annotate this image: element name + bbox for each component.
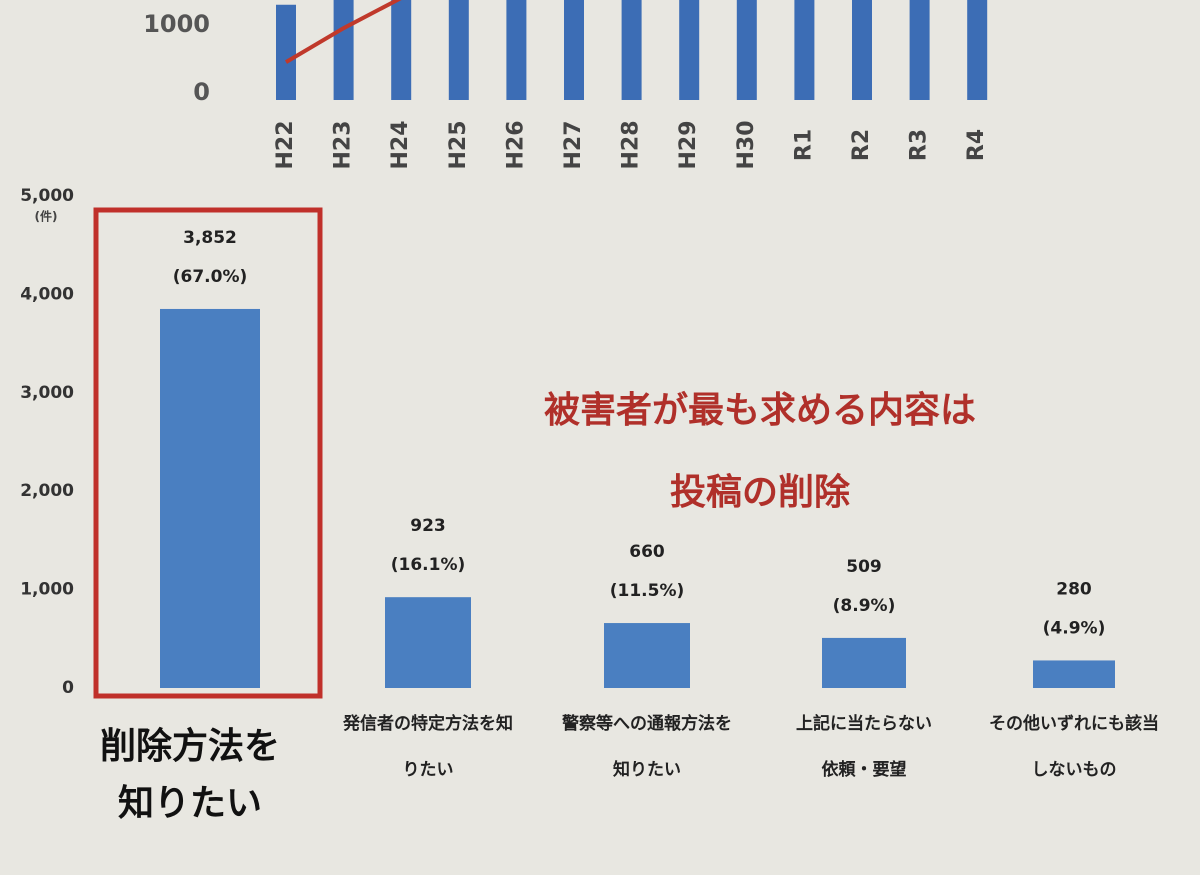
x-tick-label: R2 — [849, 129, 874, 161]
x-tick-label: 知りたい — [118, 783, 262, 824]
x-tick-label: りたい — [403, 760, 454, 780]
highlight-box — [93, 207, 323, 699]
x-tick-label: H24 — [388, 120, 413, 169]
bar — [506, 0, 527, 100]
y-tick-label: 1,000 — [20, 580, 74, 600]
x-tick-label: R1 — [791, 129, 816, 161]
y-tick-label: 0 — [193, 78, 210, 106]
bar — [967, 0, 988, 100]
x-tick-label: 警察等への通報方法を — [561, 713, 732, 734]
annotation: 投稿の削除 — [670, 472, 851, 513]
x-tick-label: しないもの — [1032, 760, 1117, 780]
x-tick-label: H27 — [561, 120, 586, 169]
x-tick-label: H26 — [503, 120, 528, 169]
x-tick-label: その他いずれにも該当 — [989, 713, 1159, 734]
annotation: 被害者が最も求める内容は — [544, 390, 976, 431]
y-tick-label: 3,000 — [20, 383, 74, 403]
x-tick-label: H25 — [446, 120, 471, 169]
bar — [391, 0, 412, 100]
bar — [794, 0, 815, 100]
bar — [736, 0, 757, 100]
x-tick-label: 上記に当たらない — [796, 713, 932, 734]
y-tick-label: 2,000 — [20, 481, 74, 501]
percentage-label: (4.9%) — [1043, 618, 1106, 638]
x-tick-label: 依頼・要望 — [822, 759, 907, 780]
x-tick-label: H23 — [331, 120, 356, 169]
x-tick-label: H28 — [619, 120, 644, 169]
bar — [604, 623, 690, 688]
bar — [679, 0, 700, 100]
x-tick-label: R3 — [907, 129, 932, 161]
value-label: 660 — [629, 542, 665, 562]
bar — [852, 0, 872, 101]
bar — [564, 0, 584, 100]
value-label: 280 — [1056, 579, 1092, 599]
bar — [448, 0, 469, 100]
percentage-label: (11.5%) — [610, 581, 685, 601]
bar — [276, 4, 296, 101]
x-tick-label: 削除方法を — [100, 726, 280, 767]
value-label: 3,852 — [183, 228, 237, 248]
value-label: 509 — [846, 557, 882, 577]
x-tick-label: R4 — [964, 129, 989, 161]
x-tick-label: H30 — [734, 120, 759, 169]
y-tick-label: 0 — [62, 678, 74, 698]
x-tick-label: H29 — [676, 120, 701, 169]
x-tick-label: 発信者の特定方法を知 — [342, 713, 513, 734]
x-tick-label: 知りたい — [612, 759, 681, 780]
percentage-label: (16.1%) — [391, 555, 466, 575]
value-label: 923 — [410, 516, 446, 536]
y-tick-label: 1000 — [143, 10, 210, 38]
bar — [621, 0, 642, 100]
bar — [385, 597, 471, 688]
x-tick-label: H22 — [273, 120, 298, 169]
bar — [1033, 660, 1115, 688]
percentage-label: (67.0%) — [173, 267, 248, 287]
y-tick-label: 5,000 — [20, 186, 74, 206]
bar — [822, 637, 906, 688]
bar — [160, 308, 260, 688]
bar — [909, 0, 930, 100]
percentage-label: (8.9%) — [833, 596, 896, 616]
y-unit: (件) — [35, 209, 58, 224]
y-tick-label: 4,000 — [20, 284, 74, 304]
bar — [333, 0, 354, 100]
